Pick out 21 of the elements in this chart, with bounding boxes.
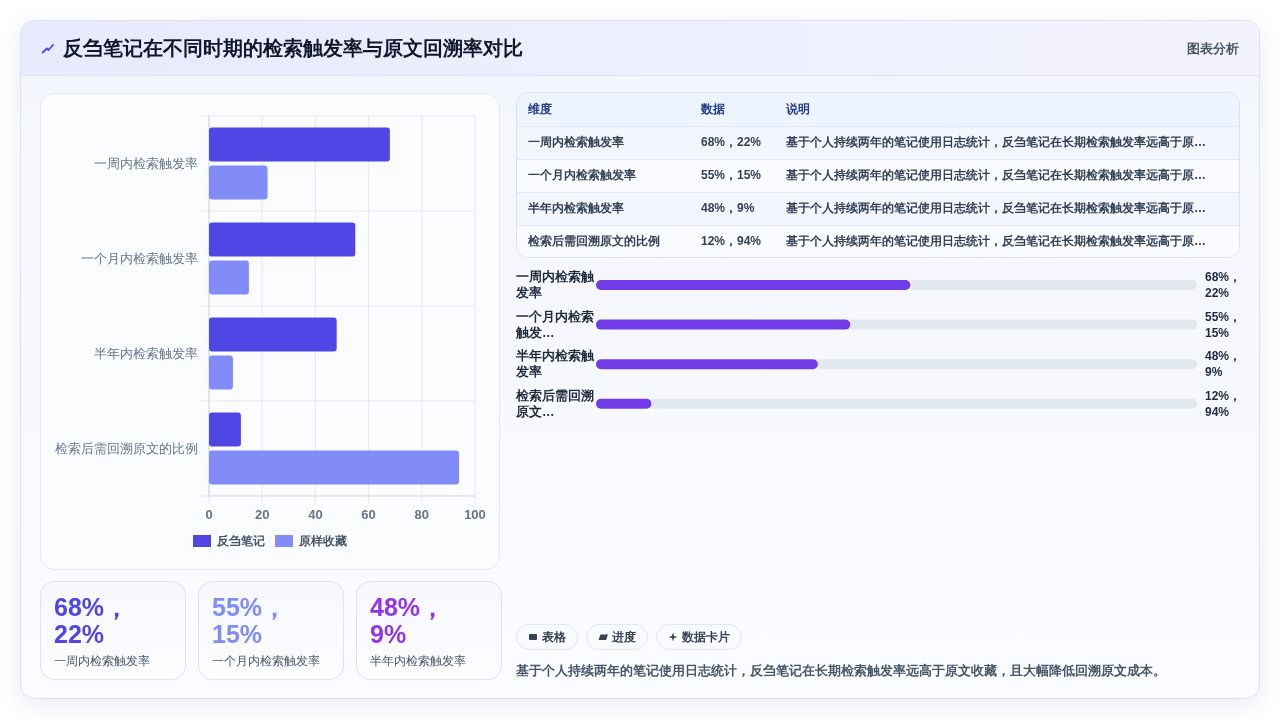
data-label: 55%，15% — [1205, 308, 1243, 341]
x-tick-label: 60 — [361, 506, 376, 522]
y-tick-label: 半年内检索触发率 — [516, 348, 594, 381]
y-tick-label: 一周内检索触发率 — [94, 155, 198, 171]
y-tick-label: 检索后需回溯原文… — [516, 387, 594, 420]
y-tick-label: 半年内检索触发率 — [94, 345, 198, 361]
data-label: 48%，9% — [1205, 348, 1243, 381]
x-tick-label: 80 — [414, 506, 430, 522]
x-tick-label: 0 — [205, 506, 213, 522]
y-tick-label: 一个月内检索触发… — [516, 308, 594, 341]
legend-label: 反刍笔记 — [216, 534, 265, 548]
y-tick-label: 一周内检索触发率 — [516, 269, 594, 301]
y-tick-label: 检索后需回溯原文的比例 — [55, 441, 198, 456]
x-tick-label: 20 — [254, 506, 270, 522]
data-label: 12%，94% — [1205, 387, 1243, 420]
text: 基于个人持续两年的笔记使用日志统计，反刍笔记在长期检索触发率远高于原文收藏，且大幅降低回溯原文成本。 — [516, 662, 1166, 680]
data-label: 68%，22% — [1205, 269, 1243, 301]
x-tick-label: 40 — [308, 506, 323, 522]
x-tick-label: 100 — [464, 506, 486, 522]
y-tick-label: 一个月内检索触发率 — [81, 250, 198, 266]
legend-label: 原样收藏 — [298, 534, 347, 548]
